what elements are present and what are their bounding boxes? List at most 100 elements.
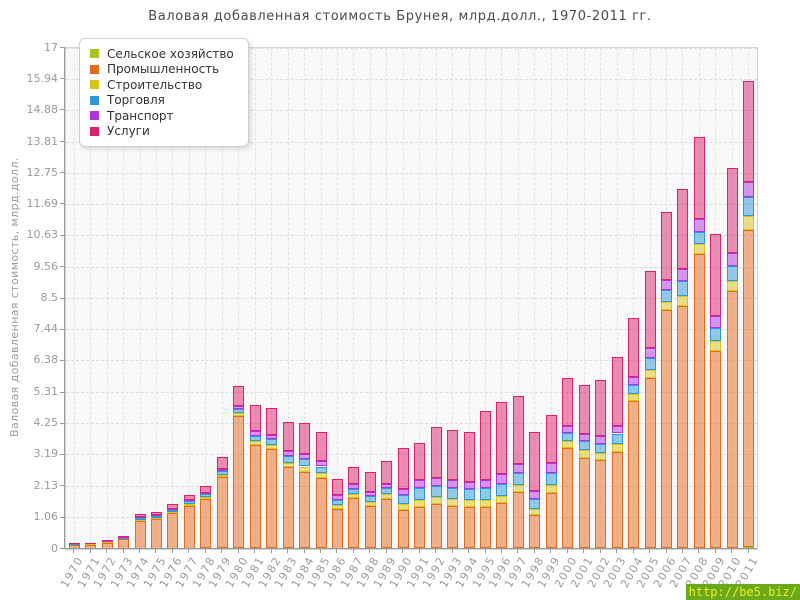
- bar-segment-1975: [151, 515, 162, 517]
- bar-segment-1990: [398, 448, 409, 489]
- x-tick-mark: [632, 549, 634, 553]
- y-tick-mark: [60, 172, 64, 174]
- y-tick-label: 4.25: [33, 416, 59, 430]
- bar-segment-2007: [677, 269, 688, 282]
- bar-segment-1979: [217, 471, 228, 475]
- y-tick-label: 12.75: [26, 165, 59, 179]
- bar-segment-1980: [233, 415, 244, 549]
- gridline-vertical: [600, 48, 602, 549]
- bar-segment-1996: [496, 503, 507, 549]
- bar-segment-1997: [513, 472, 524, 485]
- bar-segment-1986: [332, 504, 343, 509]
- y-axis-line: [64, 47, 65, 549]
- x-tick-mark: [139, 549, 141, 553]
- y-tick-label: 15.94: [26, 71, 59, 85]
- x-tick-mark: [616, 549, 618, 553]
- gridline-vertical: [90, 48, 92, 549]
- gridline-vertical: [452, 48, 454, 549]
- bar-segment-1988: [365, 501, 376, 506]
- legend-swatch-icon: [90, 111, 99, 121]
- gridline-vertical: [369, 48, 371, 549]
- bar-segment-2007: [677, 281, 688, 297]
- bar-segment-2001: [579, 385, 590, 435]
- legend-item-5: Услуги: [90, 124, 234, 140]
- bar-segment-2011: [743, 181, 754, 197]
- bar-segment-1986: [332, 508, 343, 549]
- y-tick-mark: [60, 297, 64, 299]
- bar-segment-2003: [612, 452, 623, 548]
- bar-segment-1980: [233, 386, 244, 407]
- bar-segment-1989: [381, 498, 392, 549]
- bar-segment-1979: [217, 457, 228, 470]
- watermark-link[interactable]: http://be5.biz/: [685, 584, 800, 600]
- bar-segment-1991: [414, 500, 425, 508]
- bar-segment-1991: [414, 480, 425, 489]
- bar-segment-1985: [316, 478, 327, 549]
- bar-segment-2004: [628, 376, 639, 385]
- y-tick-label: 5.31: [33, 385, 59, 398]
- bar-segment-1973: [118, 537, 129, 539]
- x-tick-mark: [270, 549, 272, 553]
- y-tick-label: 13.81: [26, 134, 59, 148]
- gridline-horizontal: [66, 392, 757, 393]
- gridline-vertical: [254, 48, 256, 549]
- bar-segment-2005: [645, 358, 656, 370]
- bar-segment-1993: [447, 429, 458, 481]
- bar-segment-1973: [118, 535, 129, 538]
- bar-segment-1997: [513, 395, 524, 464]
- gridline-horizontal: [66, 454, 757, 456]
- x-tick-mark: [369, 549, 371, 553]
- gridline-horizontal: [66, 298, 757, 299]
- bar-segment-1995: [480, 479, 491, 488]
- legend-swatch-icon: [90, 49, 99, 59]
- gridline-vertical: [106, 48, 108, 549]
- gridline-vertical: [353, 48, 355, 549]
- y-tick-mark: [60, 234, 64, 236]
- x-tick-mark: [402, 549, 404, 553]
- bar-segment-2008: [694, 232, 705, 245]
- bar-segment-1987: [348, 467, 359, 485]
- bar-segment-1994: [464, 506, 475, 549]
- bar-segment-2005: [645, 377, 656, 548]
- bar-segment-2001: [579, 434, 590, 442]
- bar-segment-2007: [677, 189, 688, 270]
- bar-segment-1977: [184, 501, 195, 505]
- bar-segment-1987: [348, 484, 359, 489]
- bar-segment-1986: [332, 495, 343, 500]
- bar-segment-2000: [562, 440, 573, 448]
- x-tick-mark: [287, 549, 289, 553]
- bar-segment-1974: [135, 513, 146, 518]
- bar-segment-1982: [266, 407, 277, 435]
- plot-area: [65, 47, 758, 550]
- bar-segment-1983: [283, 450, 294, 456]
- bar-segment-2001: [579, 449, 590, 458]
- bar-segment-1989: [381, 494, 392, 499]
- gridline-horizontal: [66, 172, 757, 174]
- legend-item-3: Торговля: [90, 93, 234, 109]
- bar-segment-1987: [348, 498, 359, 549]
- x-tick-mark: [204, 549, 206, 553]
- bar-segment-1974: [135, 519, 146, 521]
- y-tick-label: 6.38: [33, 353, 59, 367]
- legend: Сельское хозяйство Промышленность Строител…: [79, 38, 249, 147]
- bar-segment-1970: [69, 543, 80, 545]
- bar-segment-2008: [694, 254, 705, 548]
- bar-segment-2010: [727, 168, 738, 254]
- bar-segment-2000: [562, 432, 573, 441]
- gridline-vertical: [567, 48, 569, 549]
- y-tick-mark: [60, 516, 64, 518]
- y-tick-label: 0: [51, 541, 58, 555]
- bar-segment-1984: [299, 459, 310, 467]
- gridline-horizontal: [66, 329, 757, 331]
- legend-item-0: Сельское хозяйство: [90, 46, 234, 62]
- bar-segment-1975: [151, 511, 162, 516]
- y-tick-mark: [60, 485, 64, 487]
- bar-segment-1977: [184, 505, 195, 549]
- bar-segment-1976: [167, 511, 178, 514]
- legend-label: Сельское хозяйство: [107, 46, 234, 61]
- bar-segment-1980: [233, 412, 244, 416]
- x-tick-mark: [665, 549, 667, 553]
- bar-segment-2002: [595, 380, 606, 437]
- bar-segment-1998: [529, 515, 540, 549]
- legend-label: Услуги: [107, 124, 150, 139]
